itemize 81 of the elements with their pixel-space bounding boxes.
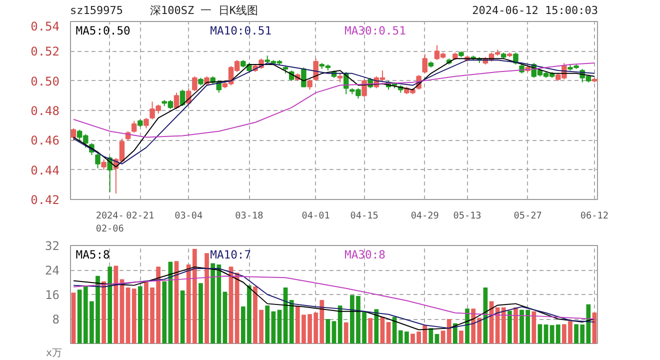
bar (162, 281, 167, 344)
text: x万 (46, 347, 62, 360)
candlestick (144, 117, 149, 129)
bar (374, 309, 379, 344)
y-tick-label: 16 (45, 288, 60, 302)
y-tick-label: 0.42 (30, 193, 60, 207)
bar (538, 324, 542, 344)
bar (126, 287, 130, 344)
bar (204, 253, 209, 344)
bar (180, 290, 185, 344)
bar (326, 319, 330, 344)
y-tick-label: 0.46 (30, 134, 60, 148)
x-tick-label: 04-15 (350, 210, 378, 222)
x-tick-label: 05-13 (453, 210, 482, 222)
x-tick-label: 03-04 (174, 210, 204, 222)
candlestick (422, 54, 428, 74)
line-series (73, 276, 595, 320)
bar (289, 300, 294, 344)
text: sz159975 (70, 3, 123, 19)
candlestick (301, 66, 306, 88)
bar (446, 319, 452, 344)
x-tick-label: 05-27 (514, 210, 542, 222)
bar (550, 325, 554, 344)
chart-title: 深100SZ 一 日K线图 (150, 3, 258, 19)
x-tick-label: 04-29 (410, 210, 439, 222)
x-tick-label: 04-01 (302, 210, 330, 222)
text: 2024-06-12 15:00:03 (472, 3, 598, 19)
y-tick-label: 0.48 (30, 104, 60, 118)
bar (532, 311, 536, 344)
bar (556, 324, 560, 344)
y-tick-label: 0.50 (30, 74, 60, 88)
bar (234, 272, 240, 344)
candlestick (70, 128, 76, 141)
y-tick-label: 0.54 (30, 20, 60, 34)
bar (386, 322, 391, 344)
candlestick (95, 153, 100, 169)
bar (198, 283, 203, 344)
x-tick-label: 06-12 (580, 210, 609, 222)
bar (368, 318, 373, 344)
bar (138, 286, 142, 344)
bar (332, 321, 336, 344)
text: MA30:0.51 (344, 24, 406, 38)
candlestick (513, 52, 518, 66)
line-series (73, 62, 595, 138)
bar (222, 292, 228, 344)
bar (459, 330, 464, 344)
y-tick-label: 0.44 (30, 163, 60, 178)
bar (132, 288, 136, 344)
candlestick (180, 89, 186, 107)
bar (277, 310, 282, 344)
candlestick (313, 58, 318, 82)
x-tick-label: 02-21 (126, 210, 154, 222)
bar (514, 307, 518, 344)
bar (102, 281, 106, 344)
series-label: MA10:7 (210, 248, 252, 262)
y-tick-label: 0.52 (30, 44, 60, 59)
x-tick-label: 2024-02-06 (96, 210, 124, 235)
candlestick (192, 76, 198, 92)
text: MA5:0.50 (76, 24, 131, 38)
series-label: MA5:8 (76, 248, 110, 262)
y-tick-label: 24 (45, 264, 60, 278)
bar (465, 308, 470, 344)
y-tick-label: 32 (45, 239, 60, 253)
bar (434, 334, 440, 344)
bar (344, 322, 348, 344)
text: MA10:0.51 (210, 24, 272, 38)
bar (501, 307, 506, 344)
candlestick (307, 78, 312, 90)
bar (507, 310, 512, 344)
bar (440, 330, 446, 344)
bar (428, 328, 434, 344)
candlestick (101, 158, 106, 170)
candlestick (174, 92, 180, 110)
candlestick (131, 120, 137, 134)
bar (71, 292, 76, 344)
y-tick-label: 8 (52, 312, 60, 326)
candlestick (362, 78, 367, 98)
text: MA30:8 (344, 248, 386, 262)
x-tick-label: 03-18 (235, 210, 264, 222)
bar (544, 324, 548, 344)
bar (108, 266, 112, 344)
